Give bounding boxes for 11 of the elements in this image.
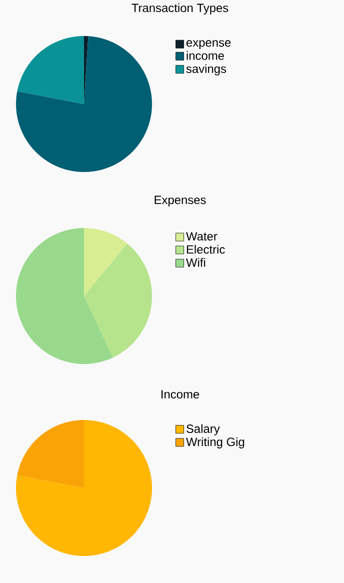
legend-label: income <box>186 51 224 60</box>
chart-title: Expenses <box>154 196 206 207</box>
legend-label: expense <box>186 40 231 50</box>
legend-label: Water <box>186 232 218 241</box>
chart-title: Income <box>162 390 200 399</box>
legend-label: Electric <box>186 244 225 254</box>
legend-label: Writing Gig <box>186 437 244 448</box>
chart-title: Transaction Types <box>132 3 228 15</box>
legend-label: savings <box>186 64 226 76</box>
legend-label: Salary <box>186 424 220 436</box>
legend-label: Wifi <box>186 258 206 267</box>
